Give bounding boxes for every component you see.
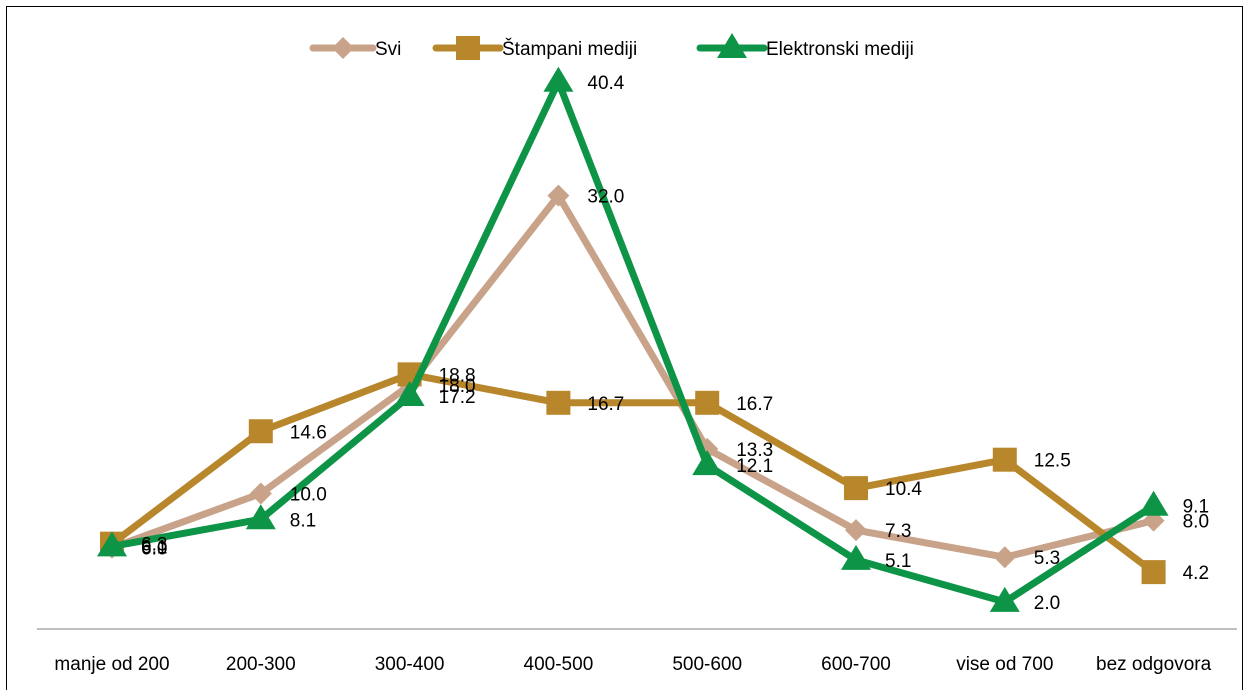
x-tick-label: 500-600 (672, 654, 742, 675)
data-label: 16.7 (587, 394, 624, 415)
data-point-triangle (989, 586, 1020, 612)
data-labels-layer: 6.010.018.032.013.37.35.38.06.314.618.81… (141, 73, 1209, 614)
data-point-diamond (547, 184, 570, 207)
x-tick-label: 200-300 (226, 654, 296, 675)
data-point-triangle (543, 66, 574, 92)
data-label: 12.1 (736, 456, 773, 477)
data-point-triangle (841, 544, 871, 570)
x-tick-label: 600-700 (821, 654, 891, 675)
data-point-square (248, 419, 273, 444)
legend-label: Elektronski mediji (766, 39, 914, 60)
legend-marker-diamond (332, 37, 354, 59)
series-line-elektronski-mediji (108, 78, 1158, 606)
series-layer (97, 66, 1169, 612)
data-label: 16.7 (736, 394, 773, 415)
data-label: 10.0 (290, 485, 327, 506)
data-point-square (1141, 560, 1166, 585)
data-point-square (695, 390, 720, 415)
data-label: 40.4 (587, 73, 624, 94)
data-point-triangle (245, 504, 276, 530)
series-line-stampani-mediji (108, 370, 1158, 576)
data-point-square (546, 390, 571, 415)
data-label: 6.3 (141, 535, 167, 556)
data-point-triangle (1138, 490, 1169, 516)
data-label: 13.3 (736, 440, 773, 461)
data-label: 6.1 (141, 537, 167, 558)
data-label: 2.0 (1034, 593, 1060, 614)
legend-marker-triangle (717, 33, 747, 58)
chart-frame (6, 6, 1243, 690)
data-label: 4.2 (1183, 563, 1209, 584)
legend-item-svi: Svi (309, 37, 401, 60)
data-point-square (992, 447, 1017, 472)
legend-item-elektronski-mediji: Elektronski mediji (696, 33, 914, 60)
legend-marker-square (456, 36, 480, 60)
x-tick-label: manje od 200 (54, 654, 169, 675)
data-label: 14.6 (290, 422, 327, 443)
data-point-diamond (845, 519, 867, 542)
data-label: 5.1 (885, 551, 911, 572)
data-label: 32.0 (587, 187, 624, 208)
data-point-triangle (97, 531, 127, 557)
data-point-triangle (692, 450, 723, 476)
series-line-svi (108, 192, 1158, 561)
data-label: 18.0 (439, 376, 476, 397)
data-label: 9.1 (1183, 497, 1209, 518)
x-tick-label: 400-500 (524, 654, 594, 675)
data-point-diamond (993, 546, 1016, 569)
data-point-diamond (249, 482, 272, 505)
data-label: 6.0 (141, 539, 167, 560)
x-tick-labels: manje od 200 200-300 300-400 400-500 500-600… (54, 654, 1211, 675)
data-point-triangle (394, 381, 425, 407)
data-label: 17.2 (439, 387, 476, 408)
data-label: 7.3 (885, 521, 911, 542)
legend-label: Svi (375, 39, 401, 60)
x-tick-label: vise od 700 (956, 654, 1053, 675)
x-tick-label: 300-400 (375, 654, 445, 675)
data-label: 5.3 (1034, 548, 1060, 569)
data-label: 8.1 (290, 510, 316, 531)
data-label: 18.8 (439, 365, 476, 386)
series-elektronski-mediji (97, 66, 1169, 612)
data-label: 10.4 (885, 479, 922, 500)
legend-item-stampani-mediji: Štampani mediji (432, 36, 637, 60)
legend: Svi Štampani mediji Elektronski mediji (309, 33, 914, 60)
legend-label: Štampani mediji (502, 38, 637, 60)
data-point-square (844, 476, 868, 501)
data-label: 12.5 (1034, 451, 1071, 472)
data-label: 8.0 (1183, 512, 1209, 533)
x-tick-label: bez odgovora (1096, 654, 1212, 675)
